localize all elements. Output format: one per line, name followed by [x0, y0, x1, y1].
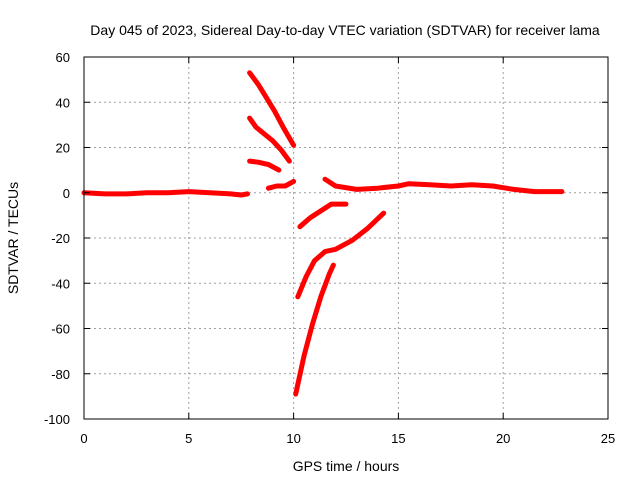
y-tick-label: -100: [44, 412, 70, 427]
data-series-trace: [322, 176, 565, 195]
data-series-trace: [247, 70, 297, 148]
y-tick-label: 40: [56, 95, 70, 110]
y-tick-label: 20: [56, 141, 70, 156]
data-series-trace: [295, 210, 387, 300]
x-tick-label: 25: [601, 431, 615, 446]
chart-title: Day 045 of 2023, Sidereal Day-to-day VTE…: [90, 22, 600, 38]
x-tick-label: 10: [286, 431, 300, 446]
x-tick-label: 5: [185, 431, 192, 446]
data-series-trace: [293, 262, 336, 397]
x-tick-label: 0: [80, 431, 87, 446]
axes-ticks: 0 5 10 15 20 25 60 40 20 0 -20 -40 -60 -80 -100: [44, 50, 615, 446]
x-tick-label: 15: [391, 431, 405, 446]
x-tick-label: 20: [496, 431, 510, 446]
y-tick-label: 0: [63, 186, 70, 201]
data-series-trace: [297, 201, 349, 230]
data-series-trace: [247, 115, 292, 164]
data-series-trace: [81, 189, 250, 198]
data-series-trace: [265, 178, 297, 191]
data-series: [81, 70, 565, 397]
data-series-trace: [247, 158, 282, 173]
y-axis-label: SDTVAR / TECUs: [5, 182, 21, 294]
y-tick-label: -40: [51, 276, 70, 291]
grid: [84, 57, 608, 419]
y-tick-label: -20: [51, 231, 70, 246]
x-axis-label: GPS time / hours: [293, 458, 400, 474]
y-tick-label: -60: [51, 322, 70, 337]
y-tick-label: -80: [51, 367, 70, 382]
y-tick-label: 60: [56, 50, 70, 65]
